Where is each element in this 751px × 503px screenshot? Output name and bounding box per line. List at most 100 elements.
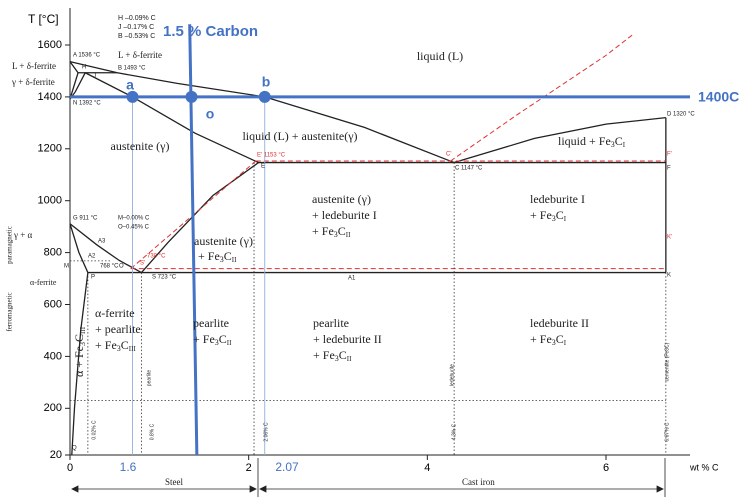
- region-label-part: liquid (L): [417, 49, 463, 63]
- note: Steel: [165, 477, 183, 487]
- note: A3: [98, 239, 106, 245]
- x-tick-label: 0: [67, 462, 73, 474]
- point-label: o: [206, 106, 215, 122]
- region-label-part: + pearlite: [95, 322, 141, 336]
- region-label-part: pearlite: [193, 316, 229, 330]
- region-label-part: II: [232, 256, 237, 264]
- y-tick-label: 600: [44, 298, 62, 310]
- region-label-part: C: [556, 208, 564, 222]
- note: J: [93, 74, 96, 80]
- region-label: + Fe3CI: [530, 208, 567, 223]
- phase-boundary: [69, 223, 89, 273]
- region-label-part: II: [227, 339, 232, 347]
- phase-boundary: [140, 162, 259, 274]
- region-label-part: 3: [611, 140, 615, 149]
- region-label-part: + ledeburite II: [313, 332, 382, 346]
- note: E' 1153 °C: [257, 153, 286, 159]
- region-label: + Fe3CII: [312, 224, 351, 239]
- note: 0.02% C: [91, 420, 97, 440]
- region-label-part: + Fe: [95, 338, 117, 352]
- region-label-part: C: [219, 332, 227, 346]
- y-tick-label: 1200: [38, 143, 62, 155]
- region-label: α-ferrite: [95, 306, 135, 320]
- region-label: liquid (L) + austenite(γ): [242, 129, 357, 143]
- y-tick-label: 800: [44, 247, 62, 259]
- phase-boundary: [69, 61, 79, 74]
- region-label: + ledeburite II: [313, 332, 382, 346]
- note: M: [64, 264, 69, 270]
- marker: [258, 90, 271, 103]
- marker: [126, 90, 139, 103]
- x-tick-label: 4: [424, 462, 430, 474]
- phase-boundary: [84, 72, 259, 164]
- phase-boundary: [69, 72, 79, 100]
- note: A 1536 °C: [73, 53, 101, 59]
- note: G 911 °C: [73, 216, 98, 222]
- note: K': [667, 235, 672, 241]
- region-label-part: I: [623, 141, 626, 149]
- region-label-part: C: [339, 348, 347, 362]
- y-tick-label: 1600: [38, 39, 62, 51]
- region-label: liquid + Fe3CI: [558, 134, 626, 149]
- note: ledeburite: [449, 364, 455, 386]
- region-label-part: austenite (γ): [194, 234, 253, 248]
- note: P: [91, 275, 95, 281]
- region-label-part: pearlite: [313, 316, 349, 330]
- region-label-part: II: [346, 231, 351, 239]
- region-label: pearlite: [313, 316, 349, 330]
- region-label-part: 3: [335, 354, 339, 363]
- note: Cast iron: [462, 477, 495, 487]
- region-label: ledeburite II: [530, 316, 589, 330]
- region-label-part: I: [564, 339, 567, 347]
- note: S': [140, 261, 145, 267]
- region-label-part: 3: [78, 342, 87, 346]
- note: B –0.53% C: [118, 33, 155, 40]
- y-tick-label: 20: [50, 449, 62, 461]
- region-label-part: austenite (γ): [312, 192, 371, 206]
- region-label: austenite (γ): [194, 234, 253, 248]
- y-axis-title: T [°C]: [28, 12, 59, 26]
- region-label-part: 3: [552, 214, 556, 223]
- region-label-part: 3: [334, 230, 338, 239]
- y-tick-label: 200: [44, 402, 62, 414]
- region-label: austenite (γ): [312, 192, 371, 206]
- note: γ + δ-ferrite: [11, 77, 55, 87]
- phase-boundary: [71, 272, 89, 456]
- region-label: + Fe3CI: [530, 332, 567, 347]
- point-label: b: [262, 74, 271, 90]
- note: J –0.17% C: [118, 24, 154, 31]
- carbon-label: 1.5 % Carbon: [163, 23, 258, 40]
- x-tick-label: 2: [246, 462, 252, 474]
- region-label: austenite (γ): [111, 139, 170, 153]
- region-label: + pearlite: [95, 322, 141, 336]
- region-label-part: α-ferrite: [95, 306, 135, 320]
- note: B 1493 °C: [118, 66, 146, 72]
- note: 0.8% C: [149, 423, 155, 440]
- note: γ + α: [13, 230, 33, 240]
- region-label: ledeburite I: [530, 192, 585, 206]
- note: 4.3% C: [451, 423, 457, 440]
- marker: [185, 90, 198, 103]
- boundaries: [65, 8, 690, 460]
- region-label: + ledeburite I: [312, 208, 377, 222]
- note: F: [667, 166, 671, 172]
- note: paramagnetic: [6, 226, 14, 264]
- region-label-part: + Fe: [198, 249, 220, 263]
- note: cementite (Fe3C): [664, 342, 670, 381]
- note: A1: [348, 276, 356, 282]
- note: D 1320 °C: [667, 112, 695, 118]
- range-arrows: [71, 458, 666, 497]
- region-label-part: C: [556, 332, 564, 346]
- note: 768 °C: [100, 264, 119, 270]
- phase-boundary: [453, 117, 666, 164]
- region-label-part: + Fe: [530, 332, 552, 346]
- region-label-part: liquid + Fe: [558, 134, 611, 148]
- composition-label: 1.6: [120, 460, 137, 474]
- region-label-part: austenite (γ): [111, 139, 170, 153]
- arrowheads: [71, 485, 664, 493]
- y-tick-label: 1000: [38, 195, 62, 207]
- x-axis-title: wt % C: [689, 462, 719, 472]
- isotherm-label: 1400C: [698, 89, 739, 105]
- region-label-part: 3: [220, 255, 224, 264]
- region-label: + Fe3CII: [193, 332, 232, 347]
